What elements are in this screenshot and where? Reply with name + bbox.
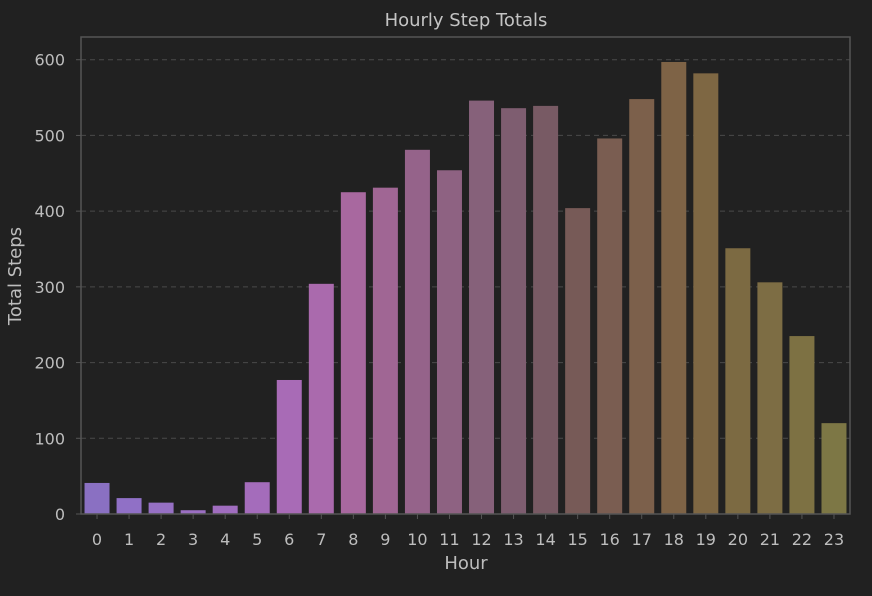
x-tick-label: 4	[220, 530, 230, 549]
y-tick-label: 200	[34, 354, 65, 373]
bar-hour-23	[821, 423, 847, 514]
bar-hour-16	[597, 138, 623, 514]
x-tick-label: 13	[503, 530, 523, 549]
bar-hour-12	[469, 100, 495, 514]
bar-hour-11	[436, 170, 462, 514]
x-tick-label: 23	[824, 530, 844, 549]
bar-hour-0	[84, 482, 110, 514]
x-tick-label: 2	[156, 530, 166, 549]
plot-frame	[80, 36, 851, 515]
bar-hour-3	[180, 510, 206, 514]
x-axis-label: Hour	[444, 553, 488, 574]
y-tick-label: 100	[34, 429, 65, 448]
bar-hour-22	[789, 336, 815, 514]
bar-hour-4	[212, 505, 238, 514]
bars	[84, 61, 847, 515]
x-tick-label: 19	[696, 530, 716, 549]
x-tick-label: 6	[284, 530, 294, 549]
x-tick-label: 12	[471, 530, 491, 549]
x-tick-label: 16	[600, 530, 620, 549]
x-tick-label: 5	[252, 530, 262, 549]
bar-hour-17	[629, 99, 655, 514]
bar-hour-19	[693, 73, 719, 514]
bar-hour-15	[565, 208, 591, 514]
bar-hour-21	[757, 282, 783, 514]
gridlines	[81, 59, 850, 439]
bar-hour-8	[340, 192, 366, 514]
x-tick-label: 9	[380, 530, 390, 549]
y-tick-label: 300	[34, 278, 65, 297]
bar-hour-18	[661, 61, 687, 514]
x-tick-label: 3	[188, 530, 198, 549]
x-tick-label: 10	[407, 530, 427, 549]
bar-hour-9	[372, 187, 398, 514]
x-tick-label: 21	[760, 530, 780, 549]
bar-hour-20	[725, 248, 751, 514]
bar-hour-10	[404, 149, 430, 515]
bar-hour-7	[308, 283, 334, 514]
y-axis-ticks: 0 100 200 300 400 500 600	[34, 51, 81, 524]
y-tick-label: 0	[55, 505, 65, 524]
y-axis-label: Total Steps	[5, 227, 26, 326]
y-tick-label: 500	[34, 126, 65, 145]
x-tick-label: 15	[567, 530, 587, 549]
x-tick-label: 11	[439, 530, 459, 549]
bar-hour-13	[501, 108, 527, 515]
x-tick-label: 0	[92, 530, 102, 549]
x-tick-label: 1	[124, 530, 134, 549]
x-tick-label: 8	[348, 530, 358, 549]
bar-hour-5	[244, 482, 270, 514]
x-tick-label: 7	[316, 530, 326, 549]
y-tick-label: 600	[34, 51, 65, 70]
bar-hour-6	[276, 379, 302, 514]
bar-hour-2	[148, 502, 174, 514]
x-tick-label: 20	[728, 530, 748, 549]
x-tick-label: 18	[664, 530, 684, 549]
x-axis-ticks: 0 1 2 3 4 5 6 7 8 9 10 11 12 13 14 15 16 17 18 19 20 21 22 23	[92, 514, 844, 549]
chart-title: Hourly Step Totals	[385, 10, 548, 31]
y-tick-label: 400	[34, 202, 65, 221]
bar-hour-1	[116, 498, 142, 514]
x-tick-label: 14	[535, 530, 555, 549]
bar-hour-14	[533, 105, 559, 515]
x-tick-label: 17	[632, 530, 652, 549]
x-tick-label: 22	[792, 530, 812, 549]
